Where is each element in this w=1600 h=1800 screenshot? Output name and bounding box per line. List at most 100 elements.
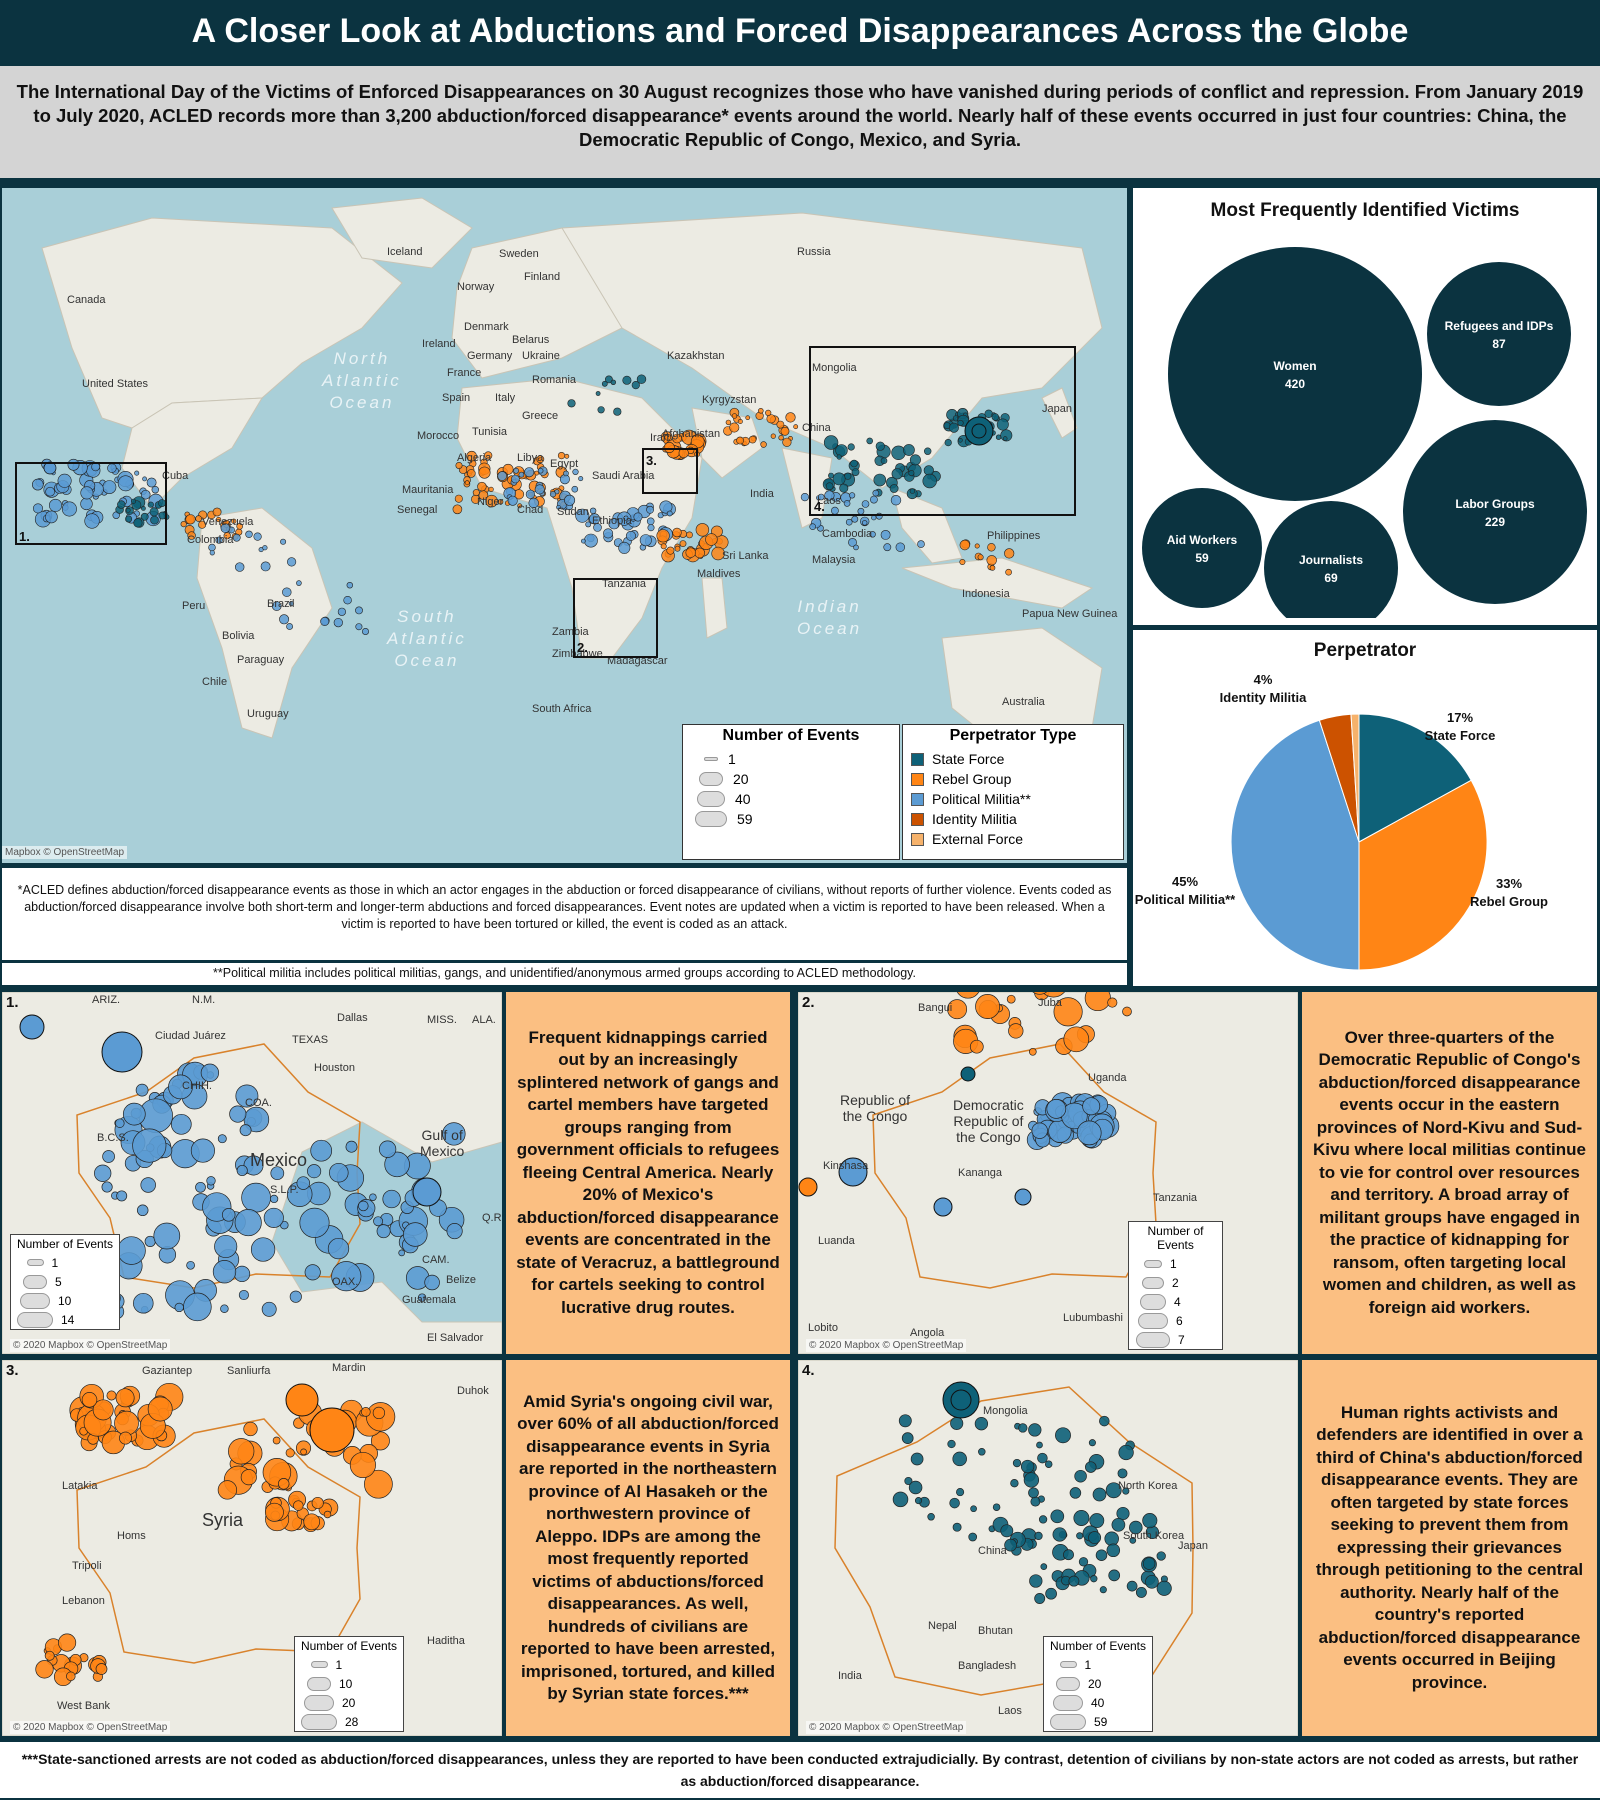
country-label: Cuba bbox=[162, 470, 189, 482]
victim-count: 420 bbox=[1285, 377, 1305, 391]
inset-legend-item: 20 bbox=[1044, 1674, 1152, 1693]
event-point bbox=[206, 1176, 216, 1186]
inset-legend-label: 28 bbox=[345, 1714, 359, 1729]
inset-size-swatch bbox=[20, 1292, 50, 1309]
inset-map-drc[interactable]: Bangui Juba Uganda Republic of the Congo Dem… bbox=[798, 992, 1298, 1354]
event-point bbox=[94, 1164, 112, 1182]
country-border bbox=[76, 1043, 361, 1289]
event-point bbox=[960, 1066, 976, 1082]
event-point bbox=[1142, 1513, 1158, 1529]
event-point bbox=[927, 1513, 935, 1521]
event-point bbox=[101, 1031, 143, 1073]
footer-note: ***State-sanctioned arrests are not code… bbox=[0, 1742, 1600, 1798]
event-point bbox=[1106, 1543, 1121, 1558]
event-point bbox=[613, 407, 622, 416]
victims-title: Most Frequently Identified Victims bbox=[1210, 200, 1520, 221]
event-point bbox=[241, 1182, 271, 1213]
event-point bbox=[660, 543, 667, 550]
event-point bbox=[280, 538, 287, 545]
place-label: B.C.S. bbox=[97, 1132, 129, 1144]
event-point bbox=[497, 499, 504, 505]
event-point bbox=[31, 478, 44, 491]
event-point bbox=[646, 517, 655, 526]
inset-legend: Number of Events 1 5 10 14 bbox=[10, 1234, 120, 1330]
inset-legend-item: 2 bbox=[1129, 1273, 1222, 1292]
event-point bbox=[376, 1224, 391, 1239]
event-point bbox=[48, 498, 62, 512]
size-legend-item: 1 bbox=[683, 749, 899, 769]
country-label: Germany bbox=[467, 350, 513, 362]
inset-size-swatch bbox=[310, 1661, 328, 1668]
event-point bbox=[507, 495, 518, 506]
event-point bbox=[58, 1633, 77, 1652]
inset-box-2[interactable] bbox=[573, 578, 658, 658]
inset-box-1[interactable] bbox=[15, 462, 167, 545]
inset-map-mexico[interactable]: ARIZ. N.M. Dallas MISS. ALA. Ciudad Juárez TEX… bbox=[2, 992, 502, 1354]
country-label: Denmark bbox=[464, 321, 509, 333]
country-label: Iceland bbox=[387, 246, 423, 258]
inset-box-3[interactable] bbox=[642, 448, 698, 494]
size-legend: Number of Events 1 20 40 59 bbox=[682, 724, 900, 860]
event-point bbox=[534, 484, 545, 495]
event-point bbox=[263, 1207, 284, 1228]
type-swatch bbox=[911, 772, 924, 786]
country-label: Morocco bbox=[417, 430, 460, 442]
event-point bbox=[232, 533, 241, 542]
world-map[interactable]: North Atlantic Ocean South Atlantic Ocea… bbox=[2, 188, 1127, 863]
event-point bbox=[647, 524, 655, 532]
event-point bbox=[908, 470, 915, 477]
event-point bbox=[922, 473, 937, 489]
place-label: Kinshasa bbox=[823, 1160, 869, 1172]
event-point bbox=[125, 515, 133, 523]
event-point bbox=[601, 380, 608, 387]
event-point bbox=[45, 486, 55, 497]
inset-map-china[interactable]: Mongolia North Korea South Korea Japan China… bbox=[798, 1360, 1298, 1736]
event-point bbox=[901, 1432, 914, 1444]
event-point bbox=[300, 1448, 307, 1456]
event-point bbox=[95, 1663, 108, 1675]
inset-legend-item: 28 bbox=[295, 1712, 403, 1731]
inset-legend-label: 10 bbox=[58, 1293, 72, 1308]
event-point bbox=[672, 433, 682, 444]
victim-bubble bbox=[1168, 247, 1422, 501]
inset-box-4[interactable] bbox=[809, 346, 1076, 516]
event-point bbox=[289, 1290, 302, 1303]
place-label: Mardin bbox=[332, 1362, 366, 1374]
inset-map-syria[interactable]: Gaziantep Sanliurfa Mardin Duhok Latakia Syri… bbox=[2, 1360, 502, 1736]
country-label: Russia bbox=[797, 246, 831, 258]
event-point bbox=[776, 420, 785, 429]
event-point bbox=[610, 379, 616, 386]
event-point bbox=[933, 1197, 953, 1217]
type-legend-item: State Force bbox=[903, 749, 1123, 769]
country-label: Kyrgyzstan bbox=[702, 394, 757, 406]
inset-legend-item: 6 bbox=[1129, 1311, 1222, 1330]
type-legend-label: Political Militia** bbox=[932, 791, 1031, 807]
event-point bbox=[369, 1193, 377, 1201]
event-point bbox=[1063, 1549, 1074, 1561]
country-label: Laos bbox=[817, 495, 841, 507]
event-point bbox=[1028, 1423, 1042, 1437]
event-point bbox=[1107, 997, 1118, 1008]
event-point bbox=[358, 1200, 369, 1212]
inset-size-swatch bbox=[1136, 1331, 1170, 1348]
inset-number: 4. bbox=[802, 1362, 815, 1379]
inset-legend-label: 1 bbox=[1084, 1657, 1092, 1672]
event-point bbox=[824, 490, 835, 501]
event-point bbox=[134, 470, 140, 476]
event-point bbox=[1135, 1586, 1147, 1598]
victim-bubble bbox=[1142, 488, 1262, 608]
event-point bbox=[975, 994, 1001, 1019]
event-point bbox=[1069, 1487, 1082, 1499]
type-legend: Perpetrator Type State Force Rebel Group P… bbox=[902, 724, 1124, 860]
event-point bbox=[240, 1469, 257, 1486]
event-point bbox=[146, 477, 157, 488]
country-label: Madagascar bbox=[607, 655, 668, 667]
event-point bbox=[262, 545, 268, 551]
event-point bbox=[270, 1166, 285, 1181]
type-legend-item: Political Militia** bbox=[903, 789, 1123, 809]
event-point bbox=[151, 486, 160, 494]
size-legend-item: 40 bbox=[683, 789, 899, 809]
size-legend-label: 1 bbox=[728, 751, 736, 767]
event-point bbox=[996, 418, 1009, 431]
country-label: Papua New Guinea bbox=[1022, 608, 1118, 620]
